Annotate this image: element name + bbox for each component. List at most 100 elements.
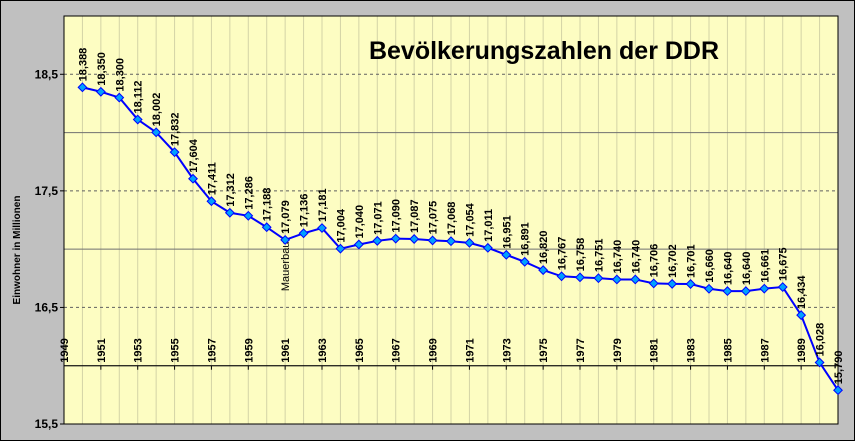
y-tick-label: 16,5	[35, 300, 59, 314]
data-label: 17,411	[206, 162, 218, 195]
data-point	[151, 127, 162, 138]
data-label: 16,820	[538, 230, 550, 264]
data-label: 16,660	[704, 249, 716, 283]
data-point	[372, 235, 383, 246]
y-tick-label: 15,5	[35, 417, 59, 431]
data-label: 17,087	[409, 199, 421, 233]
data-point	[501, 249, 512, 260]
x-tick-label: 1955	[170, 338, 182, 362]
data-label: 16,640	[741, 251, 753, 285]
x-tick-label: 1961	[280, 338, 292, 362]
data-point	[77, 82, 88, 93]
data-point	[427, 235, 438, 246]
y-tick-label: 17,5	[35, 184, 59, 198]
data-point	[446, 236, 456, 247]
data-point	[538, 265, 549, 276]
data-point	[335, 243, 346, 254]
data-label: 18,300	[114, 58, 126, 92]
data-point	[298, 228, 309, 239]
data-point	[206, 196, 217, 207]
data-point	[482, 242, 493, 253]
data-point	[814, 357, 825, 368]
data-label: 17,054	[464, 202, 476, 237]
data-point	[704, 283, 714, 294]
x-tick-label: 1957	[206, 338, 218, 362]
data-label: 18,002	[151, 93, 163, 127]
data-label: 17,071	[372, 201, 384, 235]
data-point	[611, 274, 622, 285]
data-point	[833, 385, 843, 396]
data-label: 16,751	[593, 239, 605, 273]
x-tick-label: 1989	[796, 338, 808, 362]
data-label: 17,136	[299, 194, 311, 228]
data-point	[740, 286, 751, 297]
x-tick-label: 1981	[649, 338, 661, 362]
x-tick-label: 1951	[96, 338, 108, 362]
x-tick-label: 1967	[391, 338, 403, 362]
data-point	[630, 274, 641, 285]
data-point	[667, 278, 678, 289]
data-point	[95, 86, 106, 97]
x-tick-label: 1977	[575, 338, 587, 362]
chart-title: Bevölkerungszahlen der DDR	[369, 37, 719, 65]
x-tick-label: 1953	[133, 338, 145, 362]
data-point	[648, 278, 659, 289]
data-point	[261, 222, 272, 233]
data-point	[593, 273, 604, 284]
data-label: 16,434	[796, 275, 808, 310]
annotation-mauerbau: Mauerbau	[280, 242, 292, 292]
data-label: 18,388	[77, 48, 89, 82]
data-label: 16,702	[667, 244, 679, 278]
data-point	[224, 207, 235, 218]
x-tick-label: 1965	[354, 338, 366, 362]
data-point	[722, 286, 733, 297]
data-label: 17,040	[354, 205, 366, 239]
data-label: 17,312	[225, 173, 237, 207]
data-point	[556, 271, 567, 282]
data-point	[243, 210, 254, 221]
data-point	[353, 239, 364, 250]
data-label: 16,740	[630, 240, 642, 274]
data-point	[409, 234, 420, 244]
data-label: 18,112	[133, 80, 145, 113]
plot-border	[63, 15, 839, 425]
data-label: 17,832	[170, 112, 182, 146]
x-tick-label: 1969	[428, 338, 440, 362]
data-label: 17,604	[188, 138, 200, 173]
data-label: 16,891	[520, 222, 532, 256]
x-tick-label: 1949	[59, 338, 71, 362]
data-label: 17,090	[391, 199, 403, 233]
data-label: 17,079	[280, 200, 292, 234]
data-label: 16,701	[686, 244, 698, 278]
data-label: 17,011	[483, 209, 495, 242]
data-label: 16,028	[815, 323, 827, 357]
data-point	[317, 223, 327, 233]
data-point	[464, 237, 475, 248]
x-tick-label: 1985	[722, 338, 734, 362]
data-point	[777, 282, 788, 292]
x-tick-label: 1979	[612, 338, 624, 362]
data-point	[575, 272, 585, 283]
data-label: 16,661	[759, 249, 771, 283]
x-tick-label: 1975	[538, 338, 550, 362]
data-label: 17,004	[335, 208, 347, 243]
data-point	[685, 279, 696, 289]
y-tick-label: 18,5	[35, 67, 59, 81]
data-label: 17,188	[262, 188, 274, 222]
data-label: 16,740	[612, 240, 624, 274]
data-label: 17,068	[446, 202, 458, 236]
data-label: 16,951	[501, 215, 513, 249]
x-tick-label: 1971	[464, 338, 476, 362]
data-label: 16,706	[649, 244, 661, 278]
data-label: 16,767	[557, 237, 569, 271]
x-tick-label: 1959	[243, 338, 255, 362]
data-label: 18,350	[96, 52, 108, 86]
x-tick-label: 1973	[501, 338, 513, 362]
data-point	[132, 114, 143, 125]
data-label: 16,640	[722, 251, 734, 285]
data-point	[390, 233, 401, 244]
data-point	[280, 234, 291, 245]
x-tick-label: 1983	[686, 338, 698, 362]
data-point	[796, 310, 807, 321]
